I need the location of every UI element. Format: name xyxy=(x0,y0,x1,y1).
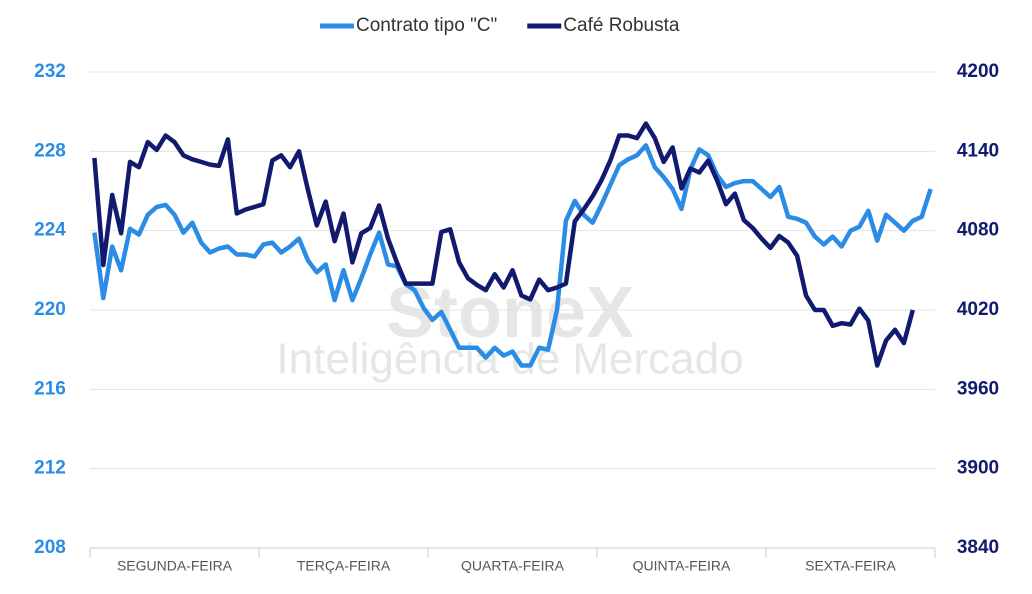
y-tick-label: 212 xyxy=(34,458,66,479)
legend-label: Café Robusta xyxy=(563,15,680,36)
y-tick-label: 228 xyxy=(34,140,66,161)
x-tick-label: QUINTA-FEIRA xyxy=(633,558,731,574)
y2-tick-label: 3900 xyxy=(957,458,999,479)
y2-tick-label: 4140 xyxy=(957,140,999,161)
y2-tick-label: 3840 xyxy=(957,537,999,558)
legend-label: Contrato tipo "C" xyxy=(356,15,497,36)
x-tick-label: TERÇA-FEIRA xyxy=(297,558,391,574)
y-tick-label: 220 xyxy=(34,299,66,320)
y2-tick-label: 3960 xyxy=(957,378,999,399)
y-tick-label: 224 xyxy=(34,220,66,241)
x-tick-label: SEXTA-FEIRA xyxy=(805,558,896,574)
y-tick-label: 216 xyxy=(34,378,66,399)
y2-tick-label: 4080 xyxy=(957,220,999,241)
y2-tick-label: 4200 xyxy=(957,61,999,82)
x-tick-label: SEGUNDA-FEIRA xyxy=(117,558,233,574)
series-line xyxy=(92,143,933,368)
series-line xyxy=(92,121,915,368)
y2-tick-label: 4020 xyxy=(957,299,999,320)
x-tick-label: QUARTA-FEIRA xyxy=(461,558,565,574)
watermark-text: Inteligência de Mercado xyxy=(276,335,743,384)
y-tick-label: 208 xyxy=(34,537,66,558)
y-tick-label: 232 xyxy=(34,61,66,82)
